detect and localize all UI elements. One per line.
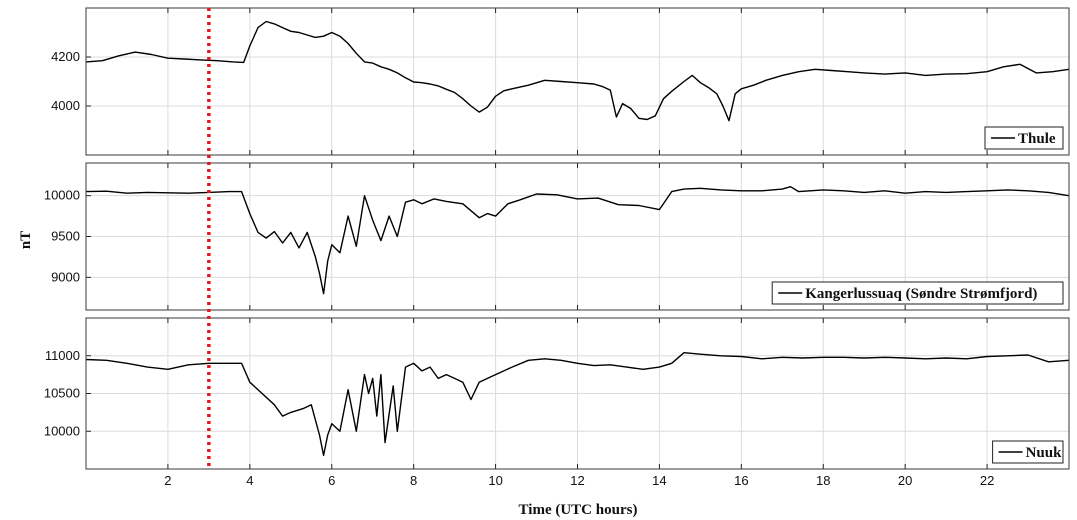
y-axis-label: nT	[18, 231, 34, 249]
series-line	[85, 185, 1070, 295]
panel-frame	[85, 162, 1070, 311]
x-tick-label: 22	[980, 473, 994, 488]
y-tick-label: 9000	[51, 269, 80, 284]
x-axis-label: Time (UTC hours)	[519, 502, 638, 518]
y-tick-label: 11000	[45, 348, 80, 363]
y-tick-label: 4000	[51, 98, 80, 113]
x-tick-label: 4	[246, 473, 253, 488]
legend-label: Kangerlussuaq (Søndre Strømfjord)	[805, 286, 1037, 302]
series-line	[85, 20, 1070, 122]
legend-label: Thule	[1018, 131, 1056, 147]
x-tick-label: 8	[410, 473, 417, 488]
panel-thule: 4000 4200 Thule	[51, 7, 1070, 156]
x-tick-label: 14	[652, 473, 666, 488]
x-tick-label: 16	[734, 473, 748, 488]
panel-frame	[85, 317, 1070, 470]
y-tick-label: 10000	[44, 423, 80, 438]
panel-frame	[85, 7, 1070, 156]
panel-nuuk: 10000 10500 11000 Nuuk	[44, 317, 1070, 470]
panel-kangerlussuaq: 9000 9500 10000 Kangerlussuaq (Søndre Strøm…	[44, 162, 1070, 311]
legend-box	[984, 126, 1064, 150]
x-tick-label: 20	[898, 473, 912, 488]
legend-box	[771, 281, 1064, 305]
y-tick-label: 10500	[44, 386, 80, 401]
legend-label: Nuuk	[1026, 445, 1063, 461]
x-tick-label: 18	[816, 473, 830, 488]
y-tick-label: 10000	[44, 188, 80, 203]
x-tick-label: 10	[488, 473, 502, 488]
x-tick-label: 2	[164, 473, 171, 488]
x-tick-label: 6	[328, 473, 335, 488]
x-tick-label: 12	[570, 473, 584, 488]
series-line	[85, 352, 1070, 457]
y-tick-label: 9500	[51, 229, 80, 244]
y-tick-label: 4200	[51, 49, 80, 64]
legend-box	[992, 440, 1064, 464]
